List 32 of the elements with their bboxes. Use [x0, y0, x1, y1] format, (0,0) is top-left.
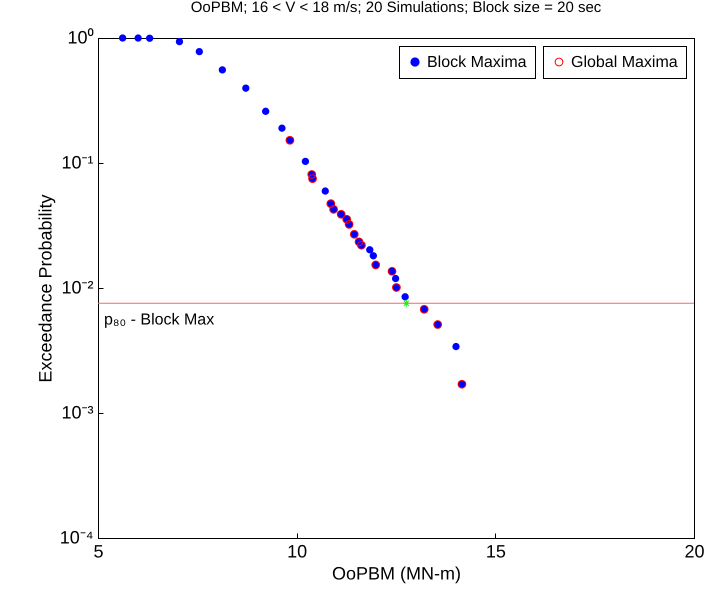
point	[278, 124, 286, 132]
point	[366, 246, 374, 254]
point	[401, 293, 409, 300]
point	[146, 34, 154, 42]
point	[242, 84, 250, 92]
y-tick-label: 10⁻¹	[61, 152, 94, 172]
y-tick-label: 10⁻⁴	[60, 528, 94, 548]
y-tick-label: 10⁻²	[61, 278, 94, 298]
point	[196, 48, 203, 56]
x-tick-label: 5	[93, 542, 104, 562]
y-tick-label: 10⁻³	[61, 402, 94, 422]
point	[370, 252, 378, 260]
point	[218, 66, 226, 74]
point	[176, 38, 184, 46]
point	[392, 274, 400, 282]
point	[452, 342, 460, 350]
legend-label: Block Maxima	[427, 54, 527, 71]
point	[134, 34, 142, 42]
x-tick-label: 15	[486, 542, 506, 562]
legend-label: Global Maxima	[571, 54, 678, 71]
x-tick-label: 10	[287, 542, 308, 562]
y-tick-label: 10⁰	[67, 28, 94, 48]
y-axis-title: Exceedance Probability	[36, 194, 56, 383]
ref-line-label: p₈₀ - Block Max	[104, 311, 214, 328]
x-axis-title: OoPBM (MN-m)	[332, 564, 461, 584]
point	[402, 299, 410, 308]
point	[118, 34, 126, 42]
point	[322, 187, 329, 195]
point	[262, 108, 270, 115]
x-tick-label: 20	[684, 542, 705, 562]
chart-title: OoPBM; 16 < V < 18 m/s; 20 Simulations; Block size = 20 sec	[190, 0, 602, 16]
point	[302, 158, 310, 166]
